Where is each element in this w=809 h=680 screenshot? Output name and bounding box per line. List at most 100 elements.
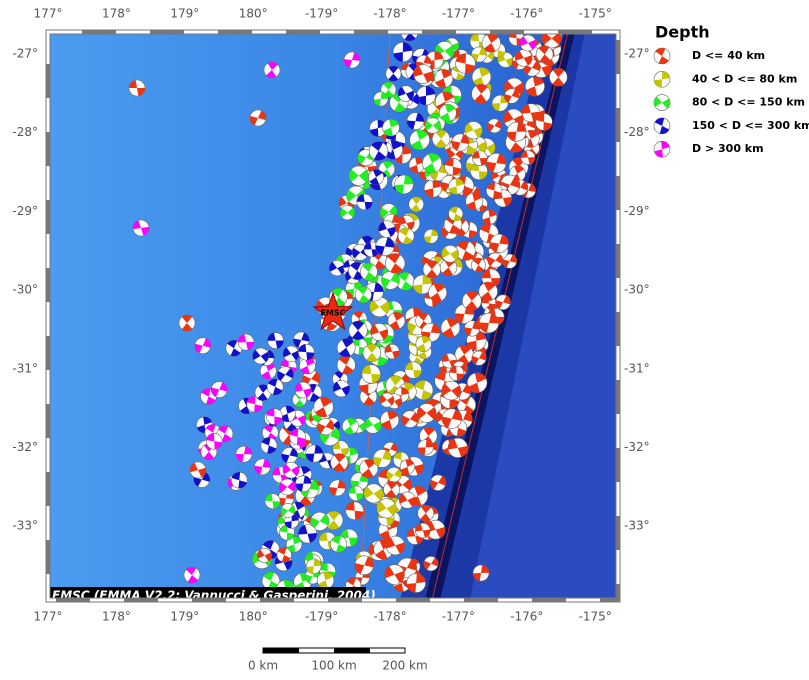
- beachball-quadrant: [267, 378, 283, 395]
- beachball-quadrant: [526, 76, 544, 97]
- beachball-quadrant: [305, 445, 323, 463]
- beachball-quadrant: [495, 295, 511, 309]
- beachball-quadrant: [286, 536, 302, 553]
- lon-label-bottom: -178°: [373, 610, 406, 624]
- beachball-quadrant: [261, 363, 276, 380]
- beachball-quadrant: [384, 566, 405, 583]
- beachball-quadrant: [320, 427, 341, 444]
- lat-label-left: -29°: [12, 204, 38, 218]
- outer-rise: [470, 32, 618, 600]
- beachball-quadrant: [284, 514, 299, 529]
- beachball-quadrant: [263, 572, 279, 590]
- beachball-quadrant: [655, 48, 669, 64]
- beachball-quadrant: [384, 344, 400, 359]
- beachball-quadrant: [298, 344, 315, 361]
- beachball-quadrant: [423, 557, 439, 570]
- beachball-quadrant: [474, 84, 488, 104]
- beachball-quadrant: [375, 237, 395, 256]
- beachball-quadrant: [515, 50, 533, 66]
- scale-label: 200 km: [382, 659, 427, 673]
- beachball-quadrant: [472, 258, 484, 273]
- beachball-quadrant: [364, 241, 380, 257]
- lat-label-right: -33°: [624, 519, 650, 533]
- beachball-quadrant: [261, 437, 277, 454]
- beachball-quadrant: [277, 547, 291, 563]
- beachball-quadrant: [442, 259, 455, 276]
- beachball-quadrant: [295, 382, 312, 398]
- beachball-quadrant: [218, 425, 232, 442]
- beachball-quadrant: [388, 65, 399, 82]
- beachball-quadrant: [483, 33, 499, 53]
- lon-label-bottom: 179°: [170, 610, 199, 624]
- beachball-quadrant: [283, 347, 300, 361]
- beachball-quadrant: [410, 196, 422, 212]
- beachball-quadrant: [449, 366, 464, 381]
- beachball-quadrant: [404, 361, 422, 379]
- beachball-quadrant: [363, 486, 384, 501]
- lon-label-bottom: 178°: [102, 610, 131, 624]
- beachball-quadrant: [413, 275, 432, 294]
- beachball-quadrant: [385, 537, 405, 554]
- beachball-quadrant: [442, 318, 459, 338]
- beachball-quadrant: [492, 95, 509, 112]
- beachball-quadrant: [281, 447, 298, 463]
- map-area: EMSC EMSC (EMMA V2.2; Vannucci & Gasperi…: [48, 32, 618, 603]
- lat-label-left: -31°: [12, 361, 38, 375]
- beachball-quadrant: [482, 209, 497, 225]
- beachball-quadrant: [471, 351, 487, 365]
- beachball-quadrant: [481, 269, 501, 288]
- beachball-quadrant: [266, 408, 283, 425]
- beachball-quadrant: [385, 481, 398, 498]
- beachball-quadrant: [331, 535, 346, 553]
- beachball-quadrant: [129, 80, 145, 96]
- beachball-quadrant: [486, 182, 502, 199]
- beachball-quadrant: [406, 112, 425, 130]
- beachball-quadrant: [318, 572, 334, 589]
- beachball-quadrant: [252, 349, 269, 363]
- beachball-quadrant: [388, 375, 403, 395]
- beachball-quadrant: [272, 467, 289, 483]
- beachball-quadrant: [504, 80, 524, 96]
- beachball-quadrant: [535, 113, 553, 131]
- beachball-quadrant: [468, 372, 487, 393]
- credit: EMSC (EMMA V2.2; Vannucci & Gasperini, 2…: [52, 589, 376, 603]
- lon-label-top: -179°: [305, 7, 338, 21]
- beachball-quadrant: [400, 459, 414, 475]
- beachball-quadrant: [364, 418, 382, 432]
- beachball-quadrant: [441, 247, 459, 261]
- beachball-quadrant: [280, 505, 295, 516]
- beachball-quadrant: [473, 565, 489, 581]
- beachball-quadrant: [348, 169, 369, 183]
- focal-mechanisms: [128, 32, 568, 600]
- lat-label-left: -30°: [12, 283, 38, 297]
- beachball-quadrant: [379, 394, 395, 406]
- beachball-quadrant: [416, 86, 436, 106]
- beachball-quadrant: [369, 119, 387, 137]
- lat-label-right: -29°: [624, 204, 650, 218]
- beachball-quadrant: [504, 89, 520, 103]
- beachball-quadrant: [486, 153, 507, 173]
- beachball-quadrant: [356, 194, 373, 210]
- beachball-quadrant: [317, 419, 334, 434]
- beachball-quadrant: [430, 283, 446, 302]
- beachball-quadrant: [449, 206, 462, 221]
- beachball-quadrant: [448, 178, 464, 195]
- lon-label-top: 179°: [170, 7, 199, 21]
- beachball-quadrant: [502, 254, 517, 268]
- beachball-quadrant: [479, 313, 499, 333]
- beachball-quadrant: [464, 122, 483, 138]
- beachball-quadrant: [654, 96, 670, 109]
- beachball-quadrant: [654, 141, 670, 158]
- beachball-quadrant: [133, 220, 149, 236]
- beachball-quadrant: [189, 462, 206, 478]
- beachball-quadrant: [295, 475, 312, 492]
- beachball-quadrant: [340, 529, 358, 547]
- beachball-quadrant: [185, 567, 199, 584]
- beachball-quadrant: [247, 396, 263, 413]
- credit-box: [48, 587, 366, 600]
- beachball-quadrant: [263, 424, 277, 441]
- beachball-quadrant: [373, 91, 388, 107]
- beachball-quadrant: [424, 179, 442, 198]
- beachball-quadrant: [409, 157, 424, 173]
- beachball-quadrant: [542, 32, 562, 45]
